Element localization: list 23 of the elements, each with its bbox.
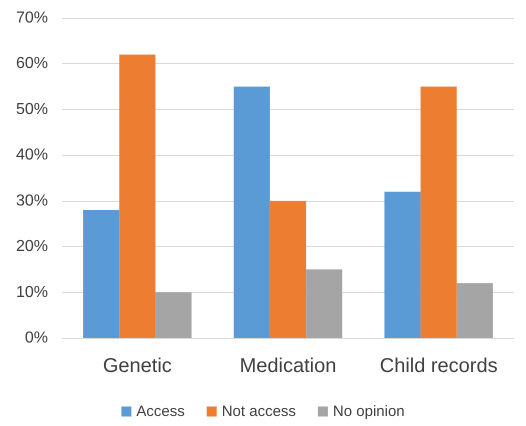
bar	[234, 86, 270, 338]
legend-label: Not access	[222, 403, 296, 420]
x-tick-label: Medication	[240, 355, 336, 377]
bar	[306, 269, 342, 338]
bar	[270, 200, 306, 338]
y-tick-label: 20%	[16, 238, 48, 256]
y-tick-label: 40%	[16, 146, 48, 164]
bar	[83, 210, 120, 338]
legend-label: Access	[136, 403, 185, 420]
y-tick-label: 30%	[16, 192, 48, 210]
legend-label: No opinion	[332, 403, 405, 420]
y-tick-label: 50%	[16, 100, 48, 118]
y-tick-label: 0%	[24, 330, 48, 346]
x-tick-label: Child records	[380, 355, 498, 377]
bar	[155, 292, 192, 338]
y-tick-label: 10%	[16, 284, 48, 301]
bar	[384, 192, 421, 338]
bar	[420, 86, 457, 338]
y-tick-label: 70%	[16, 10, 48, 26]
y-tick-label: 60%	[16, 55, 48, 72]
x-tick-label: Genetic	[102, 355, 172, 377]
bar	[456, 283, 493, 338]
bar	[119, 54, 156, 338]
